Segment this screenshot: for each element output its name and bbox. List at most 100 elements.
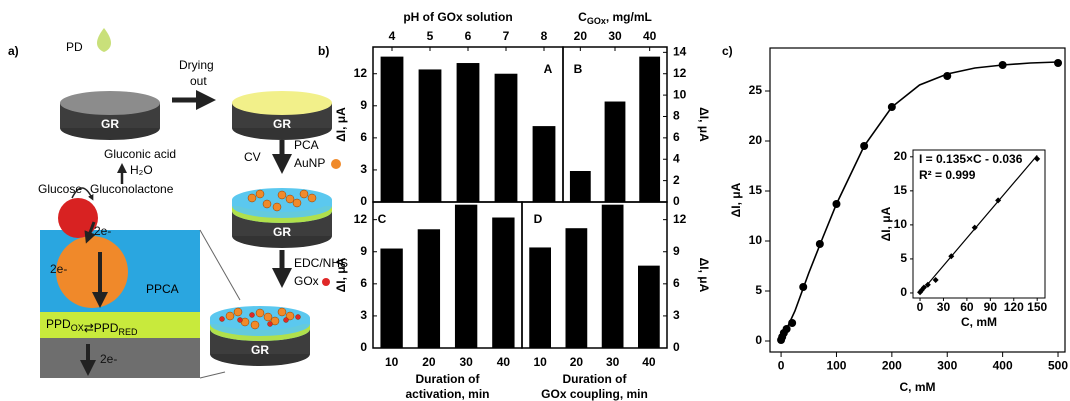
x-tick-label: 20 [422, 355, 436, 369]
particle [255, 189, 265, 199]
arrow [84, 221, 96, 244]
x-tick-label: 4 [389, 29, 396, 43]
bar [494, 73, 518, 202]
x-tick-label: 40 [497, 355, 511, 369]
subplot-label: C [378, 212, 387, 226]
y-tick-label: 12 [354, 212, 368, 226]
x-tick-label: 10 [533, 355, 547, 369]
x-tick-label: 90 [984, 300, 998, 314]
bar [529, 247, 551, 348]
scheme-label: GOx [294, 274, 319, 288]
reaction-arrow [71, 187, 94, 201]
bar [417, 229, 441, 348]
x-tick-label: 0 [778, 358, 785, 372]
particle [237, 317, 243, 323]
scheme-label: PCA [294, 138, 319, 152]
x-tick-label: 40 [642, 355, 656, 369]
connector [199, 371, 226, 379]
particle [292, 198, 302, 208]
y-axis-title: ΔI, μA [729, 182, 743, 217]
disc-top [60, 91, 160, 115]
ppd-part: ⇄ [84, 321, 94, 335]
y-tick-label: 20 [749, 133, 763, 147]
x-tick-label: 30 [608, 29, 622, 43]
panel-label: b) [318, 44, 329, 58]
scheme-label: AuNP [294, 156, 325, 170]
scheme-label: 2e- [50, 262, 67, 276]
particle [299, 189, 309, 199]
x-tick-label: 7 [503, 29, 510, 43]
drop [97, 28, 111, 52]
annotation: I = 0.135×C - 0.036 [919, 152, 1023, 166]
x-tick-label: 120 [1004, 300, 1024, 314]
x-tick-label: 0 [917, 300, 924, 314]
x-tick-label: 8 [541, 29, 548, 43]
subplot-label: B [574, 62, 583, 76]
panel-label: c) [722, 44, 733, 58]
y2-axis-title: ΔI, μA [697, 107, 711, 142]
point [932, 277, 939, 284]
particle [277, 307, 287, 317]
scheme: GR GR GR GR a) PD Drying out CV PCA AuNP EDC/NHS GOx… [8, 28, 348, 379]
x-tick-label: 100 [826, 358, 846, 372]
x-axis-title: Duration of [416, 372, 481, 386]
point [1054, 59, 1063, 67]
y-axis-title: ΔI, μA [879, 206, 893, 241]
y-tick-label: 15 [749, 183, 763, 197]
y2-tick-label: 12 [673, 66, 687, 80]
x-axis-title: C, mM [900, 380, 936, 394]
particle [270, 316, 280, 326]
panel-label: a) [8, 44, 19, 58]
y2-tick-label: 12 [673, 212, 687, 226]
bar [569, 171, 591, 202]
x-axis-title: Duration of [563, 372, 628, 386]
x-tick-label: 300 [937, 358, 957, 372]
bar [492, 217, 515, 348]
particle [225, 311, 235, 321]
disc-top [232, 91, 332, 115]
y2-tick-label: 8 [673, 109, 680, 123]
x-tick-label: 10 [385, 355, 399, 369]
bar [638, 265, 660, 348]
y-tick-label: 10 [749, 233, 763, 247]
subplot-label: D [534, 212, 543, 226]
x-tick-label: 20 [574, 29, 588, 43]
ppd-sub: OX [71, 323, 84, 333]
particle [250, 320, 260, 330]
x-axis-title: GOx coupling, min [541, 387, 648, 401]
particle [295, 314, 301, 320]
x-axis-title: CGOx, mg/mL [578, 10, 652, 26]
point [971, 224, 978, 231]
scheme-label: PD [66, 40, 83, 54]
scheme-label: H₂O [130, 163, 153, 177]
electrode-label: GR [251, 343, 269, 357]
bar [601, 204, 624, 348]
x-tick-label: 6 [465, 29, 472, 43]
ppd-part: PPD [94, 321, 119, 335]
x-tick-label: 500 [1048, 358, 1068, 372]
y-tick-label: 15 [894, 183, 908, 197]
y2-axis-title: ΔI, μA [697, 258, 711, 293]
particle [322, 278, 330, 286]
y-tick-label: 20 [894, 149, 908, 163]
particle [233, 307, 243, 317]
title-sub: GOx [587, 16, 606, 26]
particle [267, 321, 273, 327]
bar [418, 69, 442, 202]
y-tick-label: 0 [360, 340, 367, 354]
y2-tick-label: 4 [673, 151, 680, 165]
y2-tick-label: 10 [673, 87, 687, 101]
scheme-label: Gluconolactone [90, 182, 174, 196]
x-tick-label: 30 [937, 300, 951, 314]
fit-line [919, 154, 1038, 294]
enzyme [56, 236, 128, 308]
axes-frame [521, 201, 668, 349]
y2-tick-label: 6 [673, 130, 680, 144]
annotation: R² = 0.999 [919, 168, 976, 182]
x-axis-title: pH of GOx solution [403, 10, 512, 24]
bar [380, 56, 404, 202]
scheme-label: Gluconic acid [104, 147, 176, 161]
y2-tick-label: 14 [673, 45, 687, 59]
particle [285, 194, 295, 204]
